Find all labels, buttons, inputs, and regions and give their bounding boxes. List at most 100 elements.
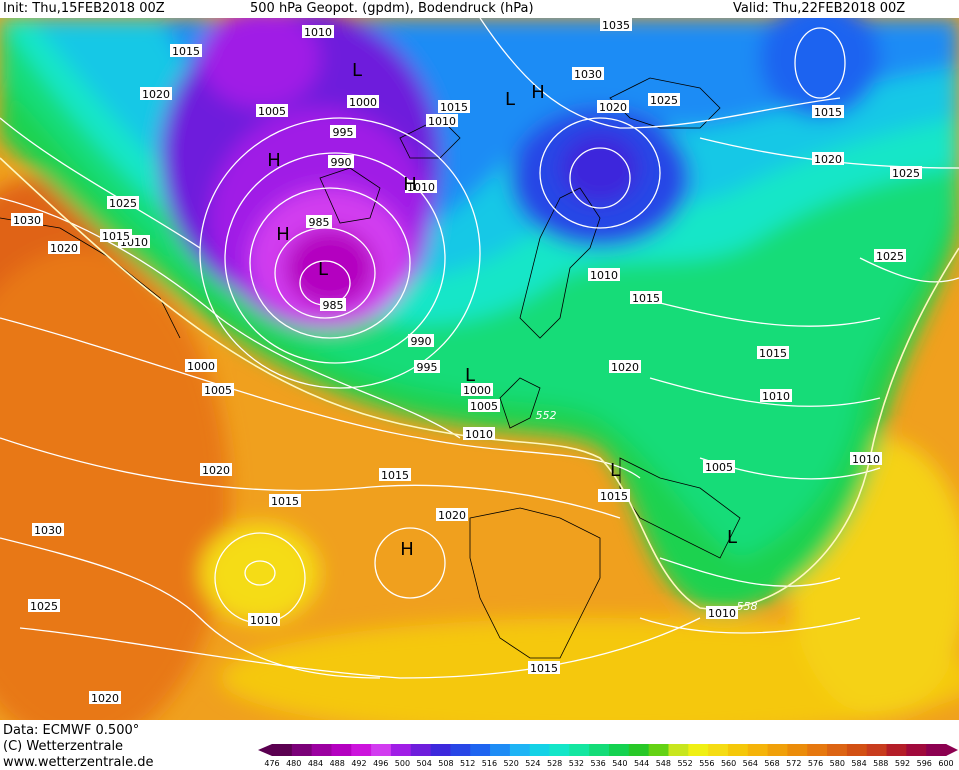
colorbar-swatch (866, 744, 888, 756)
svg-text:1005: 1005 (470, 400, 498, 413)
pressure-label: 1000 (185, 359, 217, 373)
pressure-label: 1020 (609, 360, 641, 374)
svg-text:1010: 1010 (708, 607, 736, 620)
svg-text:995: 995 (417, 361, 438, 374)
height-label-552: 552 (536, 409, 557, 422)
header-bar: Init: Thu,15FEB2018 00Z 500 hPa Geopot. … (0, 0, 959, 18)
colorbar-swatch (926, 744, 947, 756)
svg-text:1025: 1025 (650, 94, 678, 107)
pressure-label: 1010 (588, 268, 620, 282)
colorbar-tick-label: 564 (743, 759, 758, 768)
pressure-label: 1020 (89, 691, 121, 705)
site-url: www.wetterzentrale.de (3, 755, 154, 770)
pressure-label: 1005 (703, 460, 735, 474)
low-center: L (318, 259, 328, 280)
svg-text:1030: 1030 (574, 68, 602, 81)
colorbar-swatch (529, 744, 551, 756)
svg-text:1020: 1020 (438, 509, 466, 522)
pressure-label: 1010 (760, 389, 792, 403)
map-title: 500 hPa Geopot. (gpdm), Bodendruck (hPa) (250, 1, 534, 16)
low-center: L (727, 527, 737, 548)
colorbar-tick-label: 544 (634, 759, 649, 768)
svg-text:990: 990 (411, 335, 432, 348)
colorbar-tick-label: 572 (786, 759, 801, 768)
svg-text:1020: 1020 (50, 242, 78, 255)
pressure-labels: 1010 1015 1020 1005 1000 995 990 985 985… (0, 18, 922, 705)
svg-text:1020: 1020 (611, 361, 639, 374)
colorbar-swatch (430, 744, 451, 756)
low-center: L (505, 89, 515, 110)
colorbar-swatch (569, 744, 590, 756)
svg-text:1005: 1005 (204, 384, 232, 397)
svg-text:1015: 1015 (172, 45, 200, 58)
colorbar-arrow-left (258, 744, 272, 756)
colorbar-swatch (609, 744, 630, 756)
colorbar-tick-label: 576 (808, 759, 823, 768)
footer: Data: ECMWF 0.500° (C) Wetterzentrale ww… (0, 720, 959, 770)
colorbar-swatch (628, 744, 650, 756)
pressure-label: 1025 (107, 196, 139, 210)
colorbar-tick-label: 596 (917, 759, 932, 768)
colorbar-swatch (490, 744, 511, 756)
colorbar-swatch (549, 744, 570, 756)
svg-text:1010: 1010 (304, 26, 332, 39)
colorbar-tick-label: 556 (699, 759, 714, 768)
colorbar-swatch (827, 744, 848, 756)
pressure-label: 1020 (200, 463, 232, 477)
colorbar-swatch (470, 744, 491, 756)
svg-text:1020: 1020 (599, 101, 627, 114)
colorbar-swatch (648, 744, 669, 756)
pressure-label: 1010 (463, 427, 495, 441)
pressure-label: 1025 (28, 599, 60, 613)
colorbar-tick-label: 548 (656, 759, 671, 768)
pressure-label: 1010 (706, 606, 738, 620)
pressure-label: 1015 (170, 44, 202, 58)
svg-text:1020: 1020 (202, 464, 230, 477)
colorbar-swatch (708, 744, 729, 756)
pressure-label: 1005 (256, 104, 288, 118)
pressure-label: 1015 (100, 229, 132, 243)
high-center: H (531, 82, 545, 103)
pressure-label: 990 (328, 155, 354, 169)
pressure-label: 1010 (248, 613, 280, 627)
svg-text:1030: 1030 (13, 214, 41, 227)
pressure-label: 1010 (302, 25, 334, 39)
high-center: H (276, 224, 290, 245)
pressure-label: 1020 (812, 152, 844, 166)
colorbar-swatch (371, 744, 392, 756)
pressure-label: 1010 (405, 180, 437, 194)
colorbar-tick-label: 552 (677, 759, 692, 768)
colorbar-swatch (509, 744, 531, 756)
pressure-label: 1010 (850, 452, 882, 466)
svg-text:1030: 1030 (34, 524, 62, 537)
pressure-label: 1015 (757, 346, 789, 360)
svg-text:1010: 1010 (407, 181, 435, 194)
colorbar-tick-label: 536 (590, 759, 605, 768)
colorbar-swatch (291, 744, 313, 756)
colorbar-tick-label: 504 (417, 759, 432, 768)
colorbar-tick-label: 524 (525, 759, 540, 768)
pressure-label: 1005 (468, 399, 500, 413)
colorbar-tick-label: 528 (547, 759, 562, 768)
colorbar-tick-label: 500 (395, 759, 410, 768)
svg-text:1015: 1015 (759, 347, 787, 360)
svg-text:1000: 1000 (463, 384, 491, 397)
colorbar-arrow-right (946, 744, 958, 756)
colorbar-tick-label: 488 (330, 759, 345, 768)
isobars (0, 18, 959, 679)
svg-text:1010: 1010 (852, 453, 880, 466)
pressure-label: 1010 (0, 18, 14, 21)
pressure-label: 1025 (648, 93, 680, 107)
height-label-558: 558 (737, 600, 758, 613)
pressure-label: 1030 (11, 213, 43, 227)
pressure-label: 1015 (528, 661, 560, 675)
colorbar-tick-label: 532 (569, 759, 584, 768)
colorbar-swatch (311, 744, 332, 756)
pressure-label: 985 (320, 298, 346, 312)
colorbar-swatch (787, 744, 808, 756)
pressure-label: 1035 (600, 18, 632, 32)
pressure-label: 1020 (48, 241, 80, 255)
colorbar-swatch (747, 744, 769, 756)
colorbar-swatch (767, 744, 788, 756)
colorbar-tick-label: 508 (438, 759, 453, 768)
